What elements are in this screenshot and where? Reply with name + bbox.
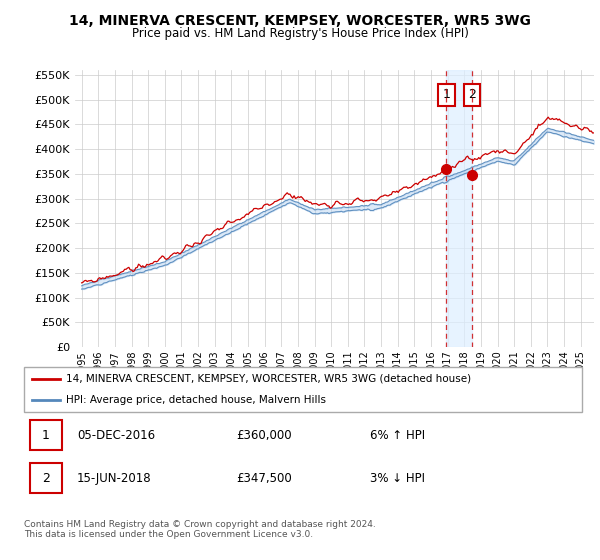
FancyBboxPatch shape (29, 463, 62, 493)
Text: 2: 2 (42, 472, 50, 484)
Text: HPI: Average price, detached house, Malvern Hills: HPI: Average price, detached house, Malv… (66, 394, 326, 404)
FancyBboxPatch shape (24, 367, 582, 412)
FancyBboxPatch shape (29, 420, 62, 450)
Text: 2: 2 (468, 88, 476, 101)
Text: 1: 1 (442, 88, 450, 101)
Text: 05-DEC-2016: 05-DEC-2016 (77, 428, 155, 441)
Text: 1: 1 (42, 428, 50, 441)
Text: 14, MINERVA CRESCENT, KEMPSEY, WORCESTER, WR5 3WG (detached house): 14, MINERVA CRESCENT, KEMPSEY, WORCESTER… (66, 374, 471, 384)
Text: 6% ↑ HPI: 6% ↑ HPI (370, 428, 425, 441)
Text: Contains HM Land Registry data © Crown copyright and database right 2024.
This d: Contains HM Land Registry data © Crown c… (24, 520, 376, 539)
Bar (446, 70, 472, 347)
Text: 15-JUN-2018: 15-JUN-2018 (77, 472, 152, 484)
Text: £347,500: £347,500 (236, 472, 292, 484)
Text: Price paid vs. HM Land Registry's House Price Index (HPI): Price paid vs. HM Land Registry's House … (131, 27, 469, 40)
Text: 3% ↓ HPI: 3% ↓ HPI (370, 472, 425, 484)
Text: 14, MINERVA CRESCENT, KEMPSEY, WORCESTER, WR5 3WG: 14, MINERVA CRESCENT, KEMPSEY, WORCESTER… (69, 14, 531, 28)
Text: £360,000: £360,000 (236, 428, 292, 441)
